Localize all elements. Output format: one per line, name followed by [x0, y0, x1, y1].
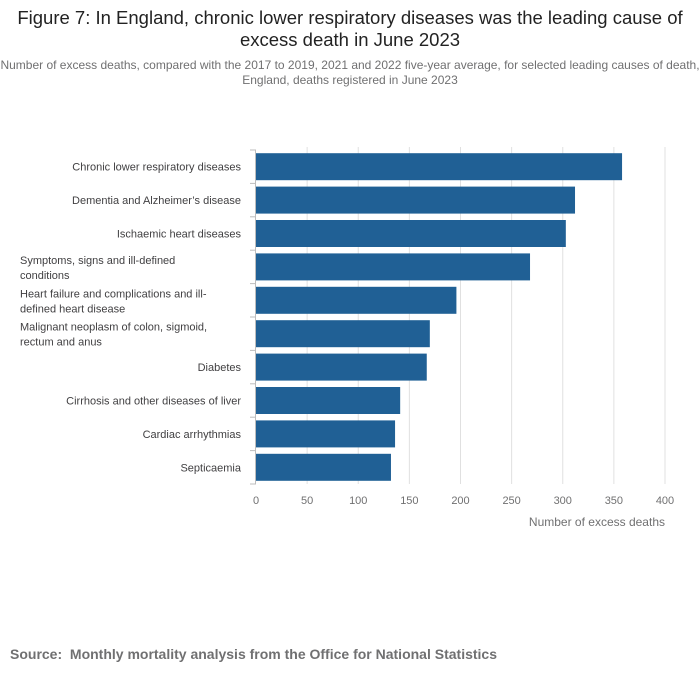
category-label: Chronic lower respiratory diseases	[72, 162, 241, 174]
category-label: defined heart disease	[20, 303, 125, 315]
x-tick-label: 200	[451, 495, 469, 507]
chart-subtitle: Number of excess deaths, compared with t…	[0, 58, 700, 87]
bar	[256, 253, 531, 281]
category-label: Malignant neoplasm of colon, sigmoid,	[20, 322, 207, 334]
x-tick-label: 400	[656, 495, 674, 507]
x-tick-labels: 0 50 100 150 200 250 300 350 400	[253, 495, 674, 507]
source-label: Source:	[10, 646, 63, 662]
x-tick-label: 250	[502, 495, 520, 507]
bar	[256, 387, 401, 414]
x-tick-label: 300	[554, 495, 572, 507]
category-label: Septicaemia	[180, 462, 241, 474]
category-label: Dementia and Alzheimer’s disease	[72, 195, 241, 207]
category-label: Cirrhosis and other diseases of liver	[66, 396, 241, 408]
x-tick-label: 0	[253, 495, 259, 507]
x-tick-label: 350	[605, 495, 623, 507]
category-label: Symptoms, signs and ill-defined	[20, 255, 175, 267]
bar	[256, 286, 457, 314]
bar	[256, 186, 576, 214]
chart-title: Figure 7: In England, chronic lower resp…	[17, 7, 683, 50]
x-tick-label: 100	[349, 495, 367, 507]
source-text: Monthly mortality analysis from the Offi…	[69, 646, 497, 662]
bar	[256, 220, 566, 247]
bar	[256, 320, 430, 348]
category-label: Heart failure and complications and ill-	[20, 288, 207, 300]
x-tick-label: 150	[400, 495, 418, 507]
category-label: Cardiac arrhythmias	[143, 429, 242, 441]
category-label: Ischaemic heart diseases	[117, 229, 242, 241]
bar	[256, 353, 427, 381]
x-axis-title: Number of excess deaths	[529, 515, 665, 529]
bar	[256, 153, 623, 181]
category-label: rectum and anus	[20, 337, 102, 349]
bar	[256, 453, 391, 481]
category-labels: Chronic lower respiratory diseases Dement…	[20, 162, 242, 475]
bar	[256, 420, 396, 448]
category-label: Diabetes	[198, 362, 242, 374]
x-tick-label: 50	[301, 495, 313, 507]
source-note: Source: Monthly mortality analysis from …	[10, 646, 497, 662]
bars	[256, 153, 623, 481]
category-label: conditions	[20, 270, 70, 282]
